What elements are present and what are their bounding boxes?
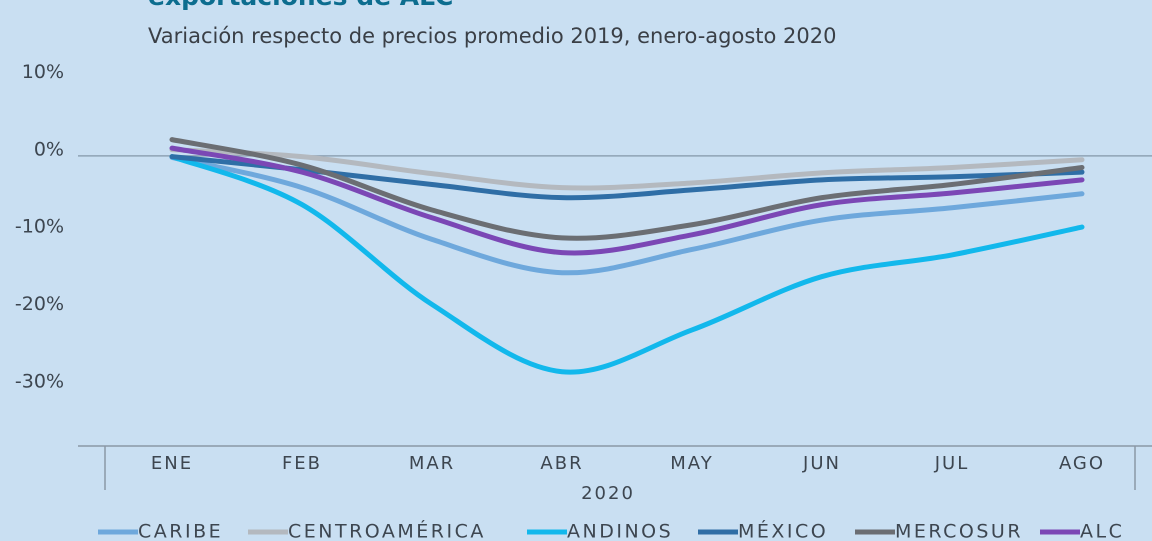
series-line [169, 145, 1085, 256]
x-tick-label: JUL [934, 453, 970, 474]
series-line [169, 137, 1085, 241]
series-line [169, 154, 1085, 375]
legend-label: ALC [1080, 521, 1124, 541]
x-tick-label: MAY [670, 453, 713, 474]
legend-label: ANDINOS [567, 521, 673, 541]
x-tick-label: ENE [151, 453, 193, 474]
y-tick-label: -20% [15, 293, 64, 315]
legend-label: MÉXICO [738, 520, 828, 541]
y-tick-label: -10% [15, 216, 64, 238]
series-line [169, 147, 1085, 191]
y-tick-label: -30% [15, 370, 64, 392]
chart-title: exportaciones de ALC [148, 0, 453, 11]
x-tick-label: ABR [540, 453, 583, 474]
series-line [169, 154, 1085, 276]
y-tick-label: 0% [34, 138, 64, 160]
legend-label: MERCOSUR [895, 521, 1023, 541]
x-tick-label: AGO [1059, 453, 1105, 474]
y-tick-label: 10% [22, 61, 64, 83]
legend-label: CARIBE [138, 521, 223, 541]
x-tick-label: JUN [802, 453, 841, 474]
x-tick-label: FEB [282, 453, 322, 474]
legend-label: CENTROAMÉRICA [288, 520, 486, 541]
chart-subtitle: Variación respecto de precios promedio 2… [148, 24, 836, 48]
x-axis-label: 2020 [581, 483, 635, 504]
x-tick-label: MAR [409, 453, 455, 474]
